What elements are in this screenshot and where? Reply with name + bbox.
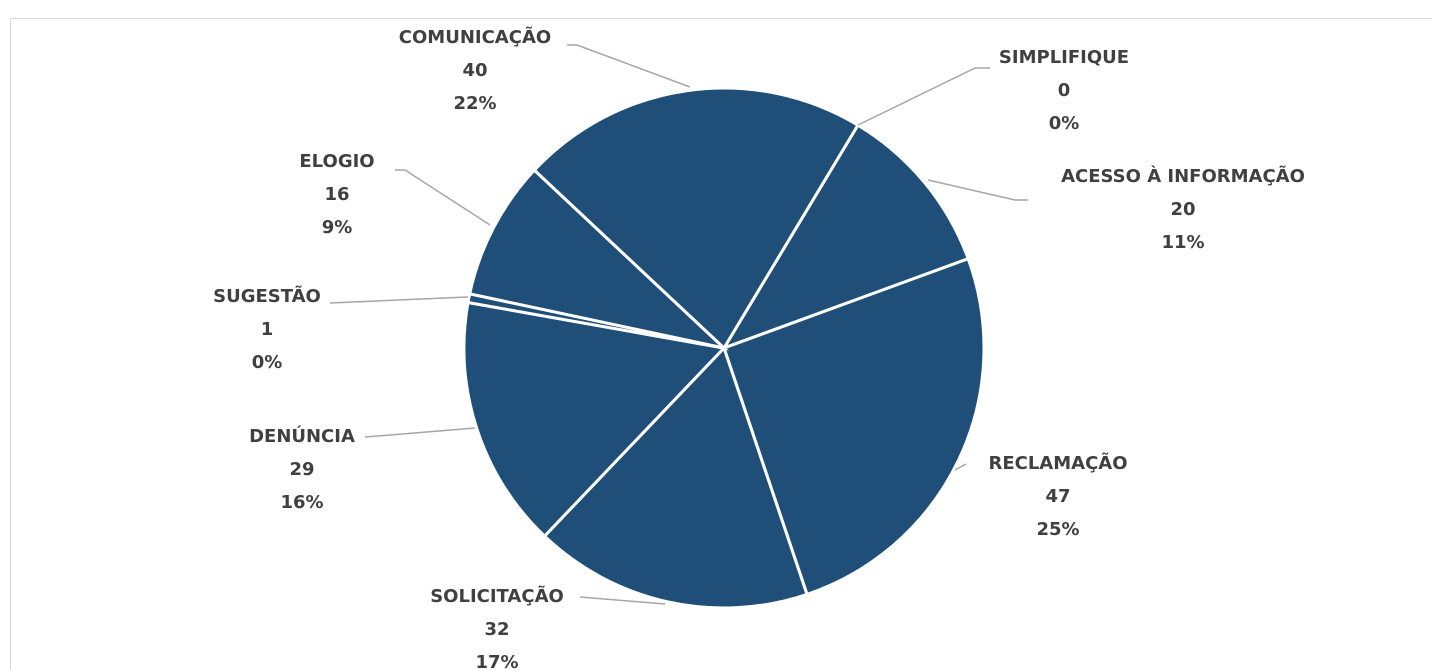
slice-label: DENÚNCIA	[249, 425, 355, 447]
pie-slice	[467, 168, 729, 351]
leader-line	[567, 44, 691, 88]
slice-label: ACESSO À INFORMAÇÃO	[1061, 164, 1305, 187]
slice-percent: 0%	[252, 352, 283, 373]
slice-percent: 16%	[280, 492, 323, 513]
slice-value: 29	[289, 459, 314, 480]
slice-label: SIMPLIFIQUE	[999, 47, 1129, 68]
pie-slice	[720, 123, 971, 351]
leader-line	[927, 179, 1028, 201]
slice-value: 40	[462, 60, 487, 81]
slice-value: 16	[324, 184, 349, 205]
slice-label: SOLICITAÇÃO	[430, 584, 564, 607]
pie-slice	[542, 345, 809, 610]
leader-line	[954, 463, 967, 471]
pie-slice	[722, 256, 986, 597]
slice-percent: 25%	[1036, 519, 1079, 540]
slice-percent: 22%	[453, 93, 496, 114]
slice-label: COMUNICAÇÃO	[399, 25, 551, 48]
slice-value: 32	[484, 619, 509, 640]
slice-value: 0	[1058, 80, 1071, 101]
slice-percent: 9%	[322, 217, 353, 238]
slice-value: 20	[1170, 199, 1195, 220]
slice-label: ELOGIO	[299, 151, 374, 172]
slice-percent: 11%	[1161, 232, 1204, 253]
leader-line	[579, 596, 666, 605]
pie-slice	[462, 300, 728, 539]
leader-line	[329, 296, 469, 304]
slice-label: SUGESTÃO	[213, 284, 321, 307]
slice-percent: 17%	[475, 652, 518, 670]
slice-percent: 0%	[1049, 113, 1080, 134]
slice-value: 1	[261, 319, 274, 340]
slice-value: 47	[1045, 486, 1070, 507]
chart-frame	[10, 18, 1432, 670]
slice-label: RECLAMAÇÃO	[988, 451, 1127, 474]
leader-line	[364, 427, 476, 438]
pie-slice	[532, 86, 860, 351]
leader-line	[857, 67, 990, 126]
leader-line	[395, 169, 491, 226]
